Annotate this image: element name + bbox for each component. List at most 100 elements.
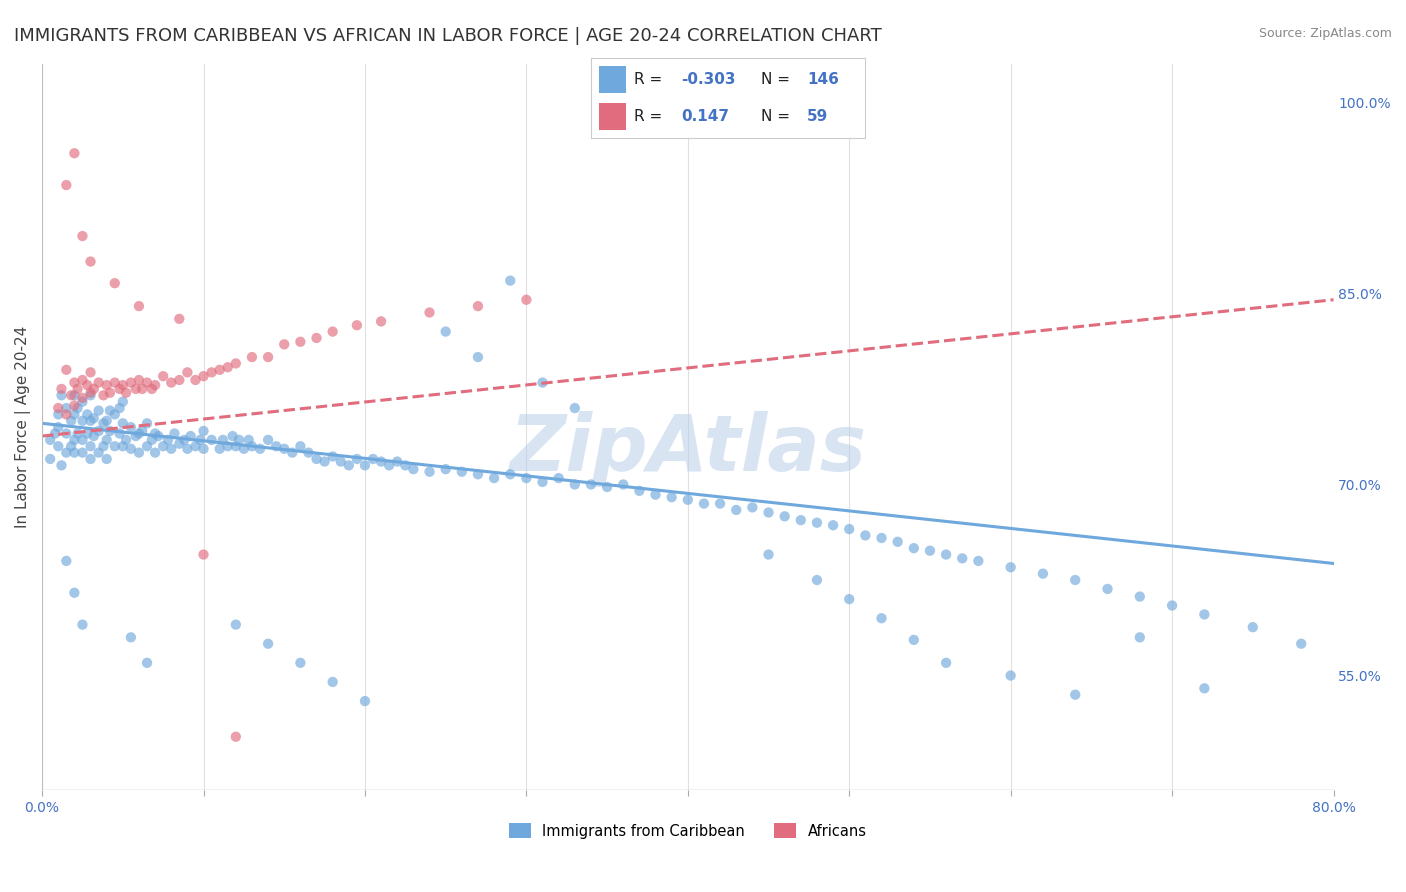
Point bbox=[72, 373, 94, 387]
Point bbox=[361, 452, 384, 467]
Point bbox=[644, 488, 666, 502]
Point bbox=[169, 436, 191, 450]
Point bbox=[128, 299, 150, 313]
Point bbox=[98, 385, 121, 400]
Point bbox=[180, 429, 202, 443]
Point bbox=[1032, 566, 1054, 581]
Point bbox=[1064, 573, 1087, 587]
Point bbox=[108, 401, 131, 415]
Point bbox=[141, 433, 163, 447]
Point bbox=[66, 426, 89, 441]
Y-axis label: In Labor Force | Age 20-24: In Labor Force | Age 20-24 bbox=[15, 326, 31, 528]
Point bbox=[128, 426, 150, 441]
Point bbox=[188, 433, 211, 447]
Point bbox=[790, 513, 813, 527]
Point bbox=[125, 429, 148, 443]
Point bbox=[51, 388, 73, 402]
Point bbox=[434, 462, 457, 476]
Point bbox=[157, 433, 180, 447]
Point bbox=[169, 311, 191, 326]
Point bbox=[66, 401, 89, 415]
Point bbox=[60, 439, 83, 453]
Point bbox=[967, 554, 990, 568]
Point bbox=[225, 356, 247, 370]
Point bbox=[725, 503, 748, 517]
Point bbox=[281, 445, 304, 459]
Point bbox=[72, 445, 94, 459]
Point bbox=[143, 378, 166, 392]
Point bbox=[125, 382, 148, 396]
Point bbox=[55, 178, 77, 192]
Point bbox=[918, 543, 941, 558]
Point bbox=[44, 426, 66, 441]
Text: 0.147: 0.147 bbox=[681, 109, 728, 124]
Point bbox=[225, 439, 247, 453]
Point bbox=[773, 509, 796, 524]
Point bbox=[499, 467, 522, 482]
Point bbox=[176, 365, 198, 379]
Point bbox=[63, 388, 86, 402]
Point bbox=[104, 439, 127, 453]
Point bbox=[1194, 681, 1216, 696]
Point bbox=[1289, 637, 1312, 651]
Point bbox=[79, 385, 101, 400]
Point bbox=[104, 408, 127, 422]
Point bbox=[96, 414, 118, 428]
Point bbox=[141, 382, 163, 396]
Point bbox=[72, 433, 94, 447]
Point bbox=[51, 382, 73, 396]
Point bbox=[337, 458, 360, 473]
Point bbox=[1194, 607, 1216, 622]
Point bbox=[370, 314, 392, 328]
Point bbox=[93, 388, 115, 402]
Point bbox=[515, 471, 537, 485]
Point bbox=[169, 373, 191, 387]
Point bbox=[98, 424, 121, 438]
Bar bbox=[599, 103, 626, 130]
Point bbox=[402, 462, 425, 476]
Point bbox=[120, 376, 142, 390]
Point bbox=[93, 439, 115, 453]
Point bbox=[240, 350, 263, 364]
Point bbox=[111, 378, 134, 392]
Point bbox=[63, 433, 86, 447]
Text: IMMIGRANTS FROM CARIBBEAN VS AFRICAN IN LABOR FORCE | AGE 20-24 CORRELATION CHAR: IMMIGRANTS FROM CARIBBEAN VS AFRICAN IN … bbox=[14, 27, 882, 45]
Point bbox=[120, 631, 142, 645]
Point bbox=[193, 369, 215, 384]
Point bbox=[79, 254, 101, 268]
Point bbox=[378, 458, 401, 473]
Point bbox=[55, 363, 77, 377]
Point bbox=[354, 694, 377, 708]
Point bbox=[217, 439, 239, 453]
Point bbox=[935, 548, 957, 562]
Point bbox=[257, 433, 280, 447]
Point bbox=[60, 414, 83, 428]
Point bbox=[240, 439, 263, 453]
Point bbox=[46, 439, 69, 453]
Point bbox=[264, 439, 287, 453]
Point bbox=[152, 369, 174, 384]
Point bbox=[63, 399, 86, 413]
Point bbox=[208, 363, 231, 377]
Point bbox=[354, 458, 377, 473]
Point bbox=[108, 426, 131, 441]
Point bbox=[79, 388, 101, 402]
Point bbox=[176, 442, 198, 456]
Point bbox=[193, 442, 215, 456]
Point bbox=[225, 730, 247, 744]
Point bbox=[98, 403, 121, 417]
Point bbox=[467, 299, 489, 313]
Point bbox=[1000, 560, 1022, 574]
Point bbox=[72, 414, 94, 428]
Point bbox=[87, 424, 110, 438]
Point bbox=[346, 318, 368, 333]
Point bbox=[115, 385, 138, 400]
Point bbox=[72, 229, 94, 244]
Point bbox=[39, 433, 62, 447]
Point bbox=[249, 442, 271, 456]
Point bbox=[758, 548, 780, 562]
Point bbox=[579, 477, 602, 491]
Point bbox=[1129, 590, 1152, 604]
Point bbox=[547, 471, 569, 485]
Point bbox=[51, 458, 73, 473]
